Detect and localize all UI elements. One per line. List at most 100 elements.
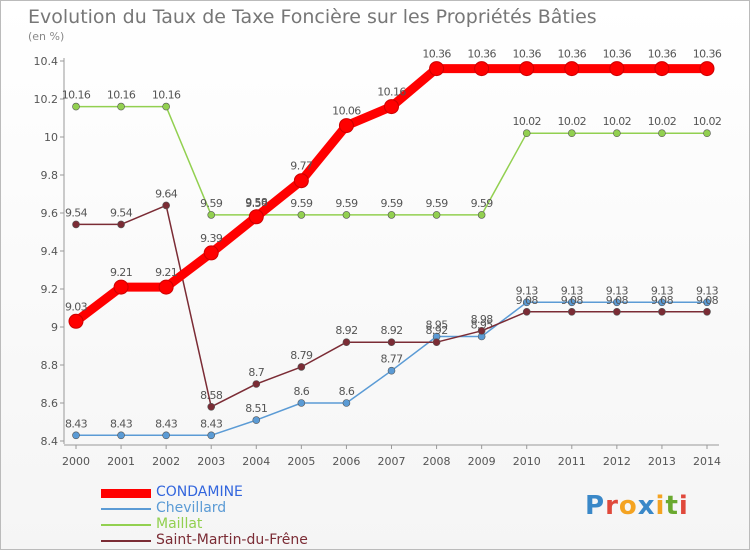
- data-label: 10.36: [512, 48, 541, 61]
- data-label: 9.39: [200, 232, 223, 245]
- data-point: [207, 431, 216, 440]
- data-point: [207, 211, 216, 219]
- data-label: 8.92: [380, 324, 402, 337]
- data-point: [162, 431, 170, 440]
- legend-swatch: [101, 524, 151, 526]
- data-label: 8.7: [248, 366, 264, 379]
- data-point: [297, 399, 306, 407]
- data-point: [162, 102, 170, 111]
- data-label: 10.36: [693, 48, 722, 61]
- data-point: [658, 129, 666, 137]
- data-point: [203, 245, 219, 261]
- x-tick-label: 2007: [378, 455, 406, 468]
- data-point: [519, 61, 535, 77]
- data-label: 8.58: [200, 389, 223, 402]
- series-maillat: 10.16 10.16 10.16 9.59 9.59 9.59 9.59 9.59 9.59 9…: [62, 89, 722, 219]
- data-label: 9.59: [290, 197, 313, 210]
- y-tick-label: 8.8: [41, 359, 59, 372]
- legend-swatch: [101, 508, 151, 510]
- data-label: 8.92: [335, 324, 357, 337]
- legend-item: Maillat: [101, 516, 361, 533]
- data-point: [117, 102, 125, 111]
- data-point: [293, 173, 309, 189]
- data-point: [113, 279, 129, 295]
- y-tick-label: 10: [44, 131, 58, 144]
- data-point: [474, 61, 490, 77]
- data-point: [432, 211, 441, 219]
- data-point: [654, 61, 670, 77]
- data-label: 9.64: [155, 187, 178, 200]
- data-label: 8.79: [290, 349, 313, 362]
- legend-label: CONDAMINE: [156, 484, 243, 500]
- data-label: 9.54: [110, 206, 133, 219]
- data-point: [567, 307, 576, 316]
- data-label: 8.43: [65, 417, 88, 430]
- data-point: [384, 99, 399, 115]
- data-label: 8.43: [110, 417, 133, 430]
- data-point: [522, 298, 531, 307]
- legend-swatch: [101, 540, 151, 542]
- data-point: [207, 402, 216, 411]
- data-point: [613, 298, 621, 307]
- x-tick-label: 2002: [152, 455, 180, 468]
- data-point: [522, 129, 531, 137]
- data-label: 10.16: [377, 86, 406, 99]
- x-tick-label: 2008: [423, 455, 451, 468]
- series-condamine: 9.03 9.21 9.21 9.39 9.58 9.77 10.06 10.16 10.36 1…: [65, 48, 722, 329]
- data-point: [72, 431, 80, 440]
- data-label: 9.08: [651, 294, 674, 307]
- data-label: 10.06: [332, 105, 361, 118]
- x-tick-label: 2005: [287, 455, 315, 468]
- data-label: 9.59: [380, 197, 403, 210]
- data-point: [72, 102, 80, 111]
- data-label: 8.95: [426, 319, 449, 332]
- data-label: 9.08: [606, 294, 629, 307]
- data-label: 9.59: [426, 197, 449, 210]
- x-tick-label: 2013: [648, 455, 676, 468]
- logo-letter: x: [637, 491, 656, 521]
- data-point: [342, 399, 351, 407]
- data-label: 10.36: [558, 48, 587, 61]
- legend-item: CONDAMINE: [101, 484, 361, 501]
- data-label: 9.13: [561, 284, 584, 297]
- legend-label: Chevillard: [156, 500, 227, 516]
- data-label: 9.59: [471, 197, 494, 210]
- data-label: 10.36: [648, 48, 677, 61]
- data-label: 10.16: [107, 89, 136, 102]
- data-label: 10.02: [693, 115, 722, 128]
- data-label: 9.08: [561, 294, 584, 307]
- data-label: 9.58: [245, 196, 268, 209]
- y-tick-label: 9.2: [41, 283, 59, 296]
- data-label: 8.43: [200, 417, 223, 430]
- data-label: 9.13: [606, 284, 629, 297]
- data-label: 9.59: [200, 197, 223, 210]
- x-tick-label: 2004: [242, 455, 270, 468]
- legend-label: Maillat: [156, 516, 203, 532]
- data-point: [703, 129, 711, 137]
- data-label: 10.02: [603, 115, 632, 128]
- data-point: [699, 61, 715, 77]
- data-point: [522, 307, 531, 316]
- data-point: [162, 201, 170, 210]
- data-point: [252, 380, 261, 388]
- data-label: 10.02: [512, 115, 541, 128]
- y-tick-label: 9.6: [41, 207, 59, 220]
- data-point: [477, 326, 486, 335]
- data-point: [117, 431, 125, 440]
- data-point: [342, 211, 351, 219]
- data-point: [117, 220, 125, 229]
- data-label: 8.6: [294, 385, 310, 398]
- legend-item: Chevillard: [101, 500, 361, 517]
- chart-title: Evolution du Taux de Taxe Foncière sur l…: [28, 6, 597, 28]
- data-label: 8.51: [245, 402, 267, 415]
- x-tick-label: 2010: [513, 455, 541, 468]
- legend-item: Saint-Martin-du-Frêne: [101, 532, 361, 549]
- y-tick-label: 9.8: [41, 169, 59, 182]
- logo-letter: i: [678, 491, 689, 521]
- x-tick-label: 2014: [693, 455, 721, 468]
- logo-letter: o: [618, 491, 638, 521]
- data-label: 8.92: [426, 324, 448, 337]
- data-point: [297, 211, 306, 219]
- data-point: [613, 307, 621, 316]
